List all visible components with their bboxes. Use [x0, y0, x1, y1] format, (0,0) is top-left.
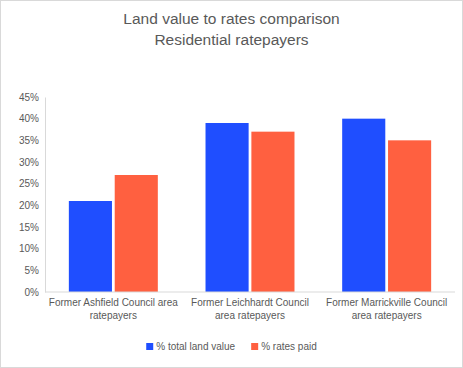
- y-tick: 10%: [19, 243, 45, 254]
- y-tick: 40%: [19, 113, 45, 124]
- bar: [206, 123, 249, 292]
- y-tick-label: 0%: [25, 287, 40, 298]
- x-axis-line: [45, 292, 455, 293]
- bar: [115, 175, 158, 292]
- chart: Land value to rates comparison Residentia…: [0, 0, 463, 368]
- x-axis: Former Ashfield Council arearatepayers Fo…: [49, 297, 447, 321]
- y-axis-line: [45, 98, 46, 293]
- legend-item: % rates paid: [251, 341, 317, 352]
- y-tick: 20%: [19, 200, 45, 211]
- x-tick-label: Former Marrickville Councilarea ratepaye…: [326, 297, 447, 321]
- bar: [388, 140, 431, 292]
- bar: [69, 201, 112, 292]
- y-tick: 0%: [25, 287, 45, 298]
- x-tick-label: Former Ashfield Council arearatepayers: [49, 297, 178, 321]
- legend-swatch: [251, 343, 258, 350]
- y-tick-label: 15%: [19, 222, 39, 233]
- y-tick: 45%: [19, 92, 45, 103]
- y-tick-label: 45%: [19, 92, 39, 103]
- y-tick-label: 5%: [25, 265, 40, 276]
- title: Land value to rates comparison: [123, 10, 339, 27]
- legend-label: % rates paid: [261, 341, 317, 352]
- legend-swatch: [146, 343, 153, 350]
- y-axis: 0% 5% 10% 15% 20% 25% 30% 35% 40% 45%: [19, 92, 46, 298]
- legend: % total land value % rates paid: [146, 341, 317, 352]
- legend-label: % total land value: [156, 341, 235, 352]
- y-tick-label: 40%: [19, 113, 39, 124]
- legend-item: % total land value: [146, 341, 235, 352]
- y-tick-label: 20%: [19, 200, 39, 211]
- chart-border: [1, 1, 463, 368]
- subtitle: Residential ratepayers: [154, 31, 308, 48]
- bar: [342, 119, 385, 292]
- bars: [69, 119, 431, 292]
- y-tick: 15%: [19, 222, 45, 233]
- y-tick: 35%: [19, 135, 45, 146]
- y-tick-label: 35%: [19, 135, 39, 146]
- y-tick-label: 25%: [19, 178, 39, 189]
- x-tick-label: Former Leichhardt Councilarea ratepayers: [191, 297, 309, 321]
- y-tick-label: 30%: [19, 157, 39, 168]
- bar: [251, 132, 294, 292]
- y-tick: 5%: [25, 265, 45, 276]
- y-tick: 30%: [19, 157, 45, 168]
- y-tick-label: 10%: [19, 243, 39, 254]
- y-tick: 25%: [19, 178, 45, 189]
